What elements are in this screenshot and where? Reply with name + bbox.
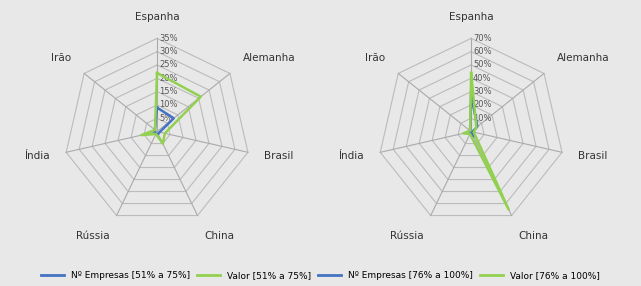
Text: Brasil: Brasil [578, 151, 608, 161]
Text: 15%: 15% [159, 87, 178, 96]
Text: 70%: 70% [473, 34, 492, 43]
Text: China: China [204, 231, 235, 241]
Text: 60%: 60% [473, 47, 492, 56]
Text: 30%: 30% [159, 47, 178, 56]
Text: Brasil: Brasil [264, 151, 294, 161]
Text: 20%: 20% [159, 74, 178, 83]
Text: Alemanha: Alemanha [557, 53, 610, 63]
Text: Alemanha: Alemanha [243, 53, 296, 63]
Text: Rússia: Rússia [390, 231, 424, 241]
Text: Espanha: Espanha [135, 11, 179, 21]
Text: Índia: Índia [338, 151, 364, 161]
Text: Espanha: Espanha [449, 11, 494, 21]
Text: 20%: 20% [473, 100, 492, 110]
Text: 30%: 30% [473, 87, 492, 96]
Text: 50%: 50% [473, 60, 492, 69]
Legend: Nº Empresas [51% a 75%], Valor [51% a 75%], Nº Empresas [76% a 100%], Valor [76%: Nº Empresas [51% a 75%], Valor [51% a 75… [39, 269, 602, 281]
Text: China: China [519, 231, 549, 241]
Text: 35%: 35% [159, 34, 178, 43]
Text: 40%: 40% [473, 74, 492, 83]
Text: Irão: Irão [365, 53, 385, 63]
Text: 25%: 25% [159, 60, 178, 69]
Text: Irão: Irão [51, 53, 71, 63]
Text: 5%: 5% [159, 114, 172, 123]
Text: 10%: 10% [159, 100, 178, 110]
Text: Índia: Índia [24, 151, 50, 161]
Text: 10%: 10% [473, 114, 492, 123]
Text: Rússia: Rússia [76, 231, 110, 241]
